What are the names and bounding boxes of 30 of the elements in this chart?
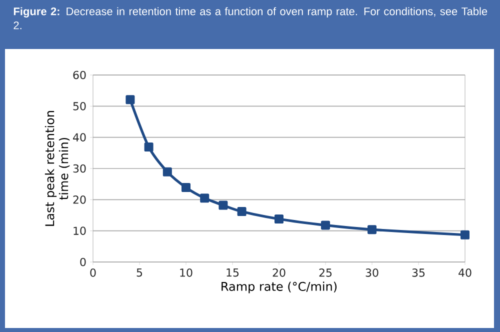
point	[321, 220, 330, 230]
point	[182, 183, 191, 192]
x-tick-label: 25	[319, 268, 332, 277]
x-tick-label: 20	[272, 268, 286, 277]
y-tick-label: 10	[74, 226, 86, 235]
x-tick-label: 35	[412, 268, 425, 277]
point	[200, 194, 210, 203]
point	[162, 167, 172, 176]
chart-title: Figure 2: Decrease in retention time as a function of oven ramp rate. For conditions, see Table 2.	[14, 7, 488, 30]
y-tick-label: 0	[80, 258, 86, 266]
point	[126, 95, 135, 104]
point	[274, 214, 284, 224]
x-tick-label: 10	[180, 268, 192, 277]
y-tick-label: 60	[73, 70, 86, 80]
point	[460, 230, 470, 240]
x-tick-label: 40	[458, 268, 472, 277]
y-tick-label: 20	[73, 196, 86, 204]
point	[368, 225, 377, 234]
x-tick-label: 15	[226, 268, 239, 277]
y-tick-label: 50	[73, 102, 86, 110]
x-tick-label: 5	[136, 268, 142, 277]
y-tick-label: 30	[73, 164, 86, 173]
x-axis-title: Ramp rate (°C/min)	[222, 282, 337, 294]
point	[218, 200, 228, 210]
point	[144, 142, 154, 152]
x-tick-label: 0	[90, 268, 96, 277]
point	[237, 207, 246, 216]
y-tick-label: 40	[73, 133, 86, 142]
y-axis-title: Last peak retention time (min)	[44, 110, 70, 226]
x-tick-label: 30	[366, 268, 378, 277]
